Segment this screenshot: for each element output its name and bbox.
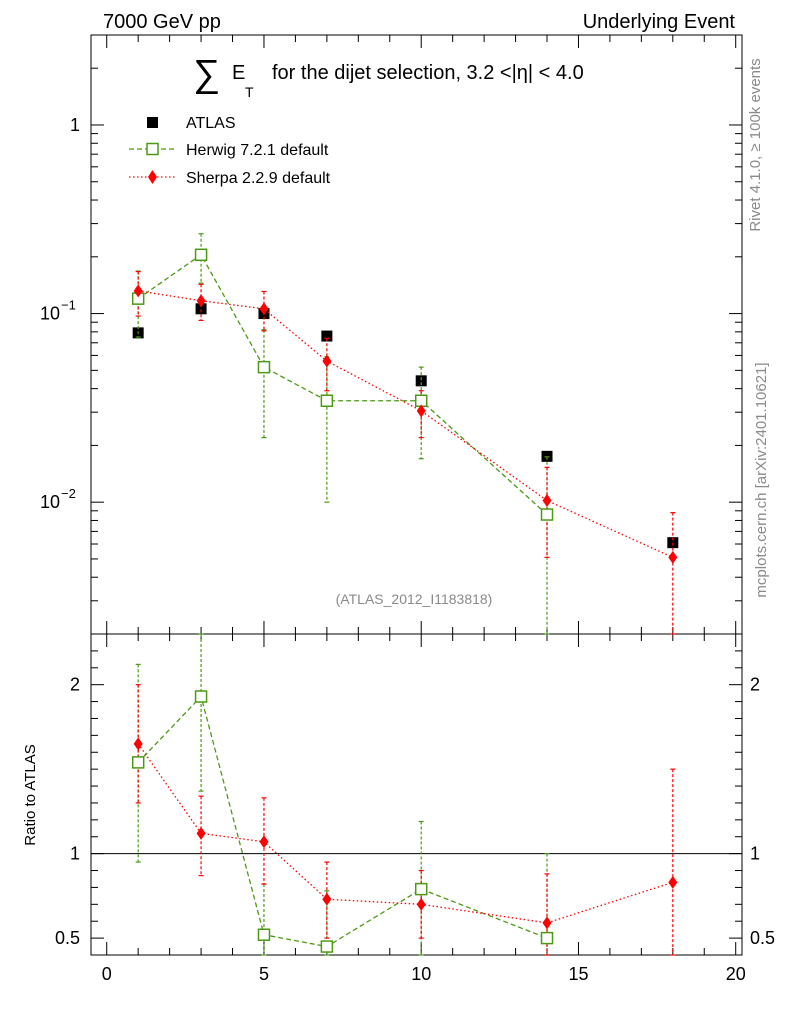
herwig-data-point [257, 360, 271, 374]
y-tick-label-ratio-right: 2 [750, 675, 760, 695]
y-tick-label-top-exponent: −2 [61, 486, 76, 501]
herwig-ratio-point [414, 882, 428, 896]
title-t-subscript: T [245, 84, 254, 100]
y-tick-label-top: 1 [70, 115, 80, 135]
legend: ATLAS Herwig 7.2.1 default Sherpa 2.2.9 … [129, 115, 331, 187]
sherpa-ratio-point [542, 916, 552, 930]
mcplots-label: mcplots.cern.ch [arXiv:2401.10621] [753, 362, 770, 597]
atlas-data-point [321, 330, 333, 342]
sherpa-ratio-point [196, 826, 206, 840]
sherpa-ratio-point [259, 835, 269, 849]
title-e-symbol: E [232, 62, 245, 84]
x-tick-label: 15 [568, 964, 588, 984]
y-tick-label-ratio-right: 0.5 [750, 928, 775, 948]
legend-marker-sherpa [148, 170, 157, 184]
title-text: for the dijet selection, 3.2 <|η| < 4.0 [272, 62, 584, 84]
title-sum-symbol: ∑ [193, 53, 220, 95]
atlas-data-point [195, 303, 207, 315]
sherpa-data-point [133, 284, 143, 298]
ratio-panel-frame [90, 633, 743, 956]
x-tick-label: 20 [726, 964, 746, 984]
y-tick-label-ratio-left: 0.5 [55, 928, 80, 948]
y-tick-label-top-exponent: −1 [61, 298, 76, 313]
atlas-data-point [415, 375, 427, 387]
herwig-top-line [137, 253, 548, 516]
legend-marker-atlas [147, 117, 158, 128]
x-tick-label: 0 [102, 964, 112, 984]
x-tick-label: 10 [411, 964, 431, 984]
sherpa-ratio-line [137, 743, 674, 924]
herwig-ratio-point [540, 931, 554, 945]
legend-marker-herwig [146, 142, 159, 156]
plot-title: ∑ E T for the dijet selection, 3.2 <|η| … [193, 53, 584, 100]
sherpa-top-line [138, 290, 674, 558]
sherpa-ratio-point [668, 875, 678, 889]
sherpa-ratio-point [322, 892, 332, 906]
sherpa-data-point [542, 494, 552, 508]
x-tick-label: 5 [259, 964, 269, 984]
herwig-data-point [320, 394, 334, 407]
sherpa-ratio-point [133, 737, 143, 751]
legend-label-atlas: ATLAS [186, 115, 236, 132]
y-tick-label-top: 10 [40, 492, 60, 512]
y-tick-label-ratio-left: 2 [70, 675, 80, 695]
herwig-ratio-point [194, 690, 208, 703]
analysis-watermark: (ATLAS_2012_I1183818) [336, 591, 493, 607]
herwig-ratio-point [320, 940, 334, 953]
ratio-y-label: Ratio to ATLAS [22, 744, 39, 845]
sherpa-data-point [196, 294, 206, 308]
sherpa-ratio-point [416, 897, 426, 911]
process-label: Underlying Event [583, 11, 736, 33]
rivet-label: Rivet 4.1.0, ≥ 100k events [747, 58, 764, 231]
sherpa-data-point [322, 354, 332, 368]
legend-label-herwig: Herwig 7.2.1 default [186, 142, 329, 159]
sherpa-data-point [668, 550, 678, 564]
y-tick-label-ratio-left: 1 [70, 844, 80, 864]
beam-label: 7000 GeV pp [103, 11, 221, 33]
data-layer [131, 233, 679, 956]
sherpa-data-point [416, 404, 426, 418]
y-tick-label-ratio-right: 1 [750, 844, 760, 864]
sherpa-data-point [259, 302, 269, 316]
herwig-data-point [194, 248, 208, 262]
herwig-ratio-point [131, 756, 145, 769]
legend-label-sherpa: Sherpa 2.2.9 default [186, 170, 331, 187]
herwig-ratio-line [137, 695, 548, 948]
y-tick-label-top: 10 [40, 304, 60, 324]
herwig-data-point [540, 508, 554, 521]
herwig-ratio-point [257, 928, 271, 941]
